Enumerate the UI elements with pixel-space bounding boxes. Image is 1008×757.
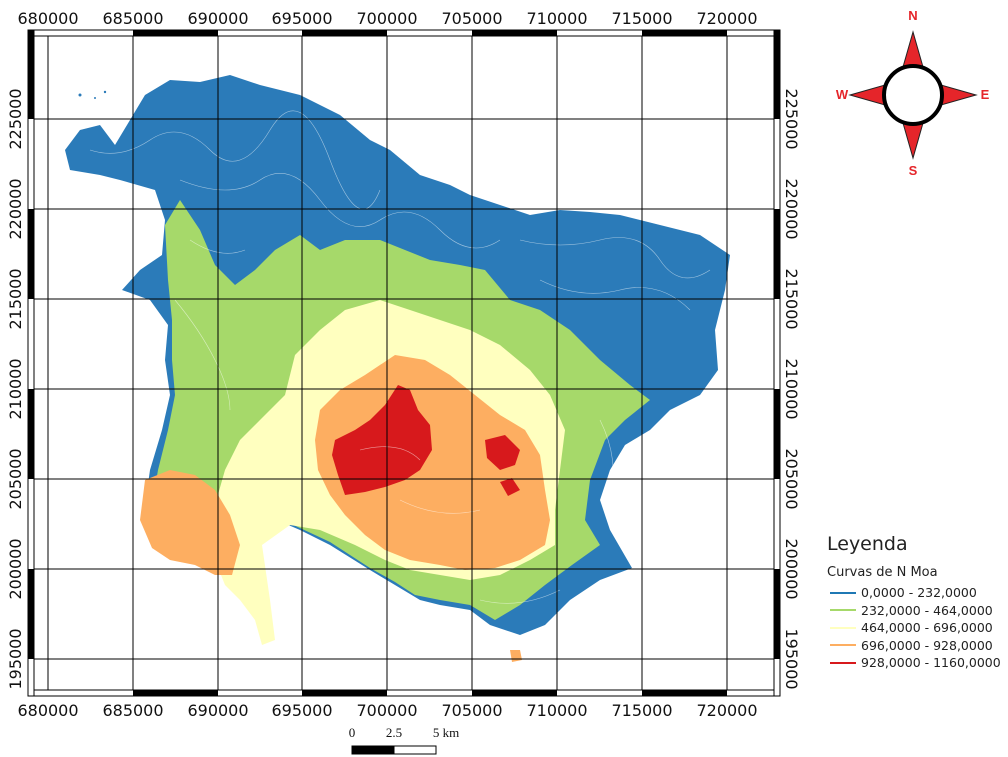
x-tick-label-top: 700000 xyxy=(356,9,417,28)
scale-label: 0 xyxy=(349,725,356,740)
x-tick-label-top: 685000 xyxy=(102,9,163,28)
x-tick-label-top: 705000 xyxy=(441,9,502,28)
x-tick-label-bottom: 700000 xyxy=(356,701,417,720)
legend-label: 0,0000 - 232,0000 xyxy=(861,585,977,601)
legend-swatch xyxy=(830,661,856,664)
legend-label: 464,0000 - 696,0000 xyxy=(861,620,993,636)
x-tick-label-top: 720000 xyxy=(696,9,757,28)
scale-label: 2.5 xyxy=(386,725,402,740)
contour-zone-928-1160-small xyxy=(500,478,520,496)
y-tick-label-left: 220000 xyxy=(6,178,25,239)
x-tick-label-bottom: 695000 xyxy=(271,701,332,720)
y-tick-label-left: 205000 xyxy=(6,448,25,509)
x-tick-label-top: 690000 xyxy=(187,9,248,28)
legend: Leyenda Curvas de N Moa 0,0000 - 232,000… xyxy=(827,533,1005,672)
legend-item: 696,0000 - 928,0000 xyxy=(827,637,1005,655)
x-tick-label-bottom: 690000 xyxy=(187,701,248,720)
contour-zone-928-1160-east xyxy=(485,435,520,470)
y-tick-label-right: 220000 xyxy=(782,178,801,239)
legend-item: 232,0000 - 464,0000 xyxy=(827,602,1005,620)
legend-swatch xyxy=(830,644,856,647)
legend-swatch xyxy=(830,609,856,612)
x-tick-label-bottom: 680000 xyxy=(17,701,78,720)
legend-label: 696,0000 - 928,0000 xyxy=(861,637,993,653)
y-tick-label-right: 210000 xyxy=(782,358,801,419)
contour-zone-696-928 xyxy=(315,355,550,570)
x-tick-label-bottom: 710000 xyxy=(526,701,587,720)
y-tick-label-right: 195000 xyxy=(782,628,801,689)
legend-title: Leyenda xyxy=(827,533,908,555)
legend-layer-name: Curvas de N Moa xyxy=(827,565,938,580)
y-tick-label-right: 200000 xyxy=(782,538,801,599)
legend-item: 0,0000 - 232,0000 xyxy=(827,584,1005,602)
contour-zone-696-928-west xyxy=(140,470,240,575)
y-tick-label-left: 195000 xyxy=(6,628,25,689)
x-tick-label-bottom: 685000 xyxy=(102,701,163,720)
y-tick-label-left: 215000 xyxy=(6,268,25,329)
y-tick-label-right: 225000 xyxy=(782,88,801,149)
compass-west-label: W xyxy=(836,87,849,102)
y-tick-label-right: 215000 xyxy=(782,268,801,329)
contour-map xyxy=(65,75,730,662)
legend-swatch xyxy=(830,626,856,629)
map-grid xyxy=(28,30,780,696)
compass-east-label: E xyxy=(981,87,990,102)
legend-swatch xyxy=(830,591,856,594)
map-border xyxy=(27,29,781,697)
x-tick-label-bottom: 715000 xyxy=(611,701,672,720)
x-tick-label-top: 715000 xyxy=(611,9,672,28)
y-tick-label-left: 210000 xyxy=(6,358,25,419)
compass-south-label: S xyxy=(909,163,918,178)
y-tick-label-left: 225000 xyxy=(6,88,25,149)
y-tick-label-left: 200000 xyxy=(6,538,25,599)
compass-north-label: N xyxy=(908,8,917,23)
contour-zone-928-1160 xyxy=(332,385,432,495)
x-tick-label-bottom: 720000 xyxy=(696,701,757,720)
legend-item: 464,0000 - 696,0000 xyxy=(827,619,1005,637)
x-tick-label-top: 680000 xyxy=(17,9,78,28)
north-arrow-compass-icon: N S W E xyxy=(836,8,990,178)
x-tick-label-bottom: 705000 xyxy=(441,701,502,720)
x-tick-label-top: 710000 xyxy=(526,9,587,28)
x-tick-label-top: 695000 xyxy=(271,9,332,28)
scale-bar: 0 2.5 5 km xyxy=(349,725,459,755)
y-tick-label-right: 205000 xyxy=(782,448,801,509)
legend-label: 928,0000 - 1160,0000 xyxy=(861,655,1001,671)
legend-label: 232,0000 - 464,0000 xyxy=(861,602,993,618)
legend-item: 928,0000 - 1160,0000 xyxy=(827,654,1005,672)
scale-label: 5 km xyxy=(433,725,459,740)
